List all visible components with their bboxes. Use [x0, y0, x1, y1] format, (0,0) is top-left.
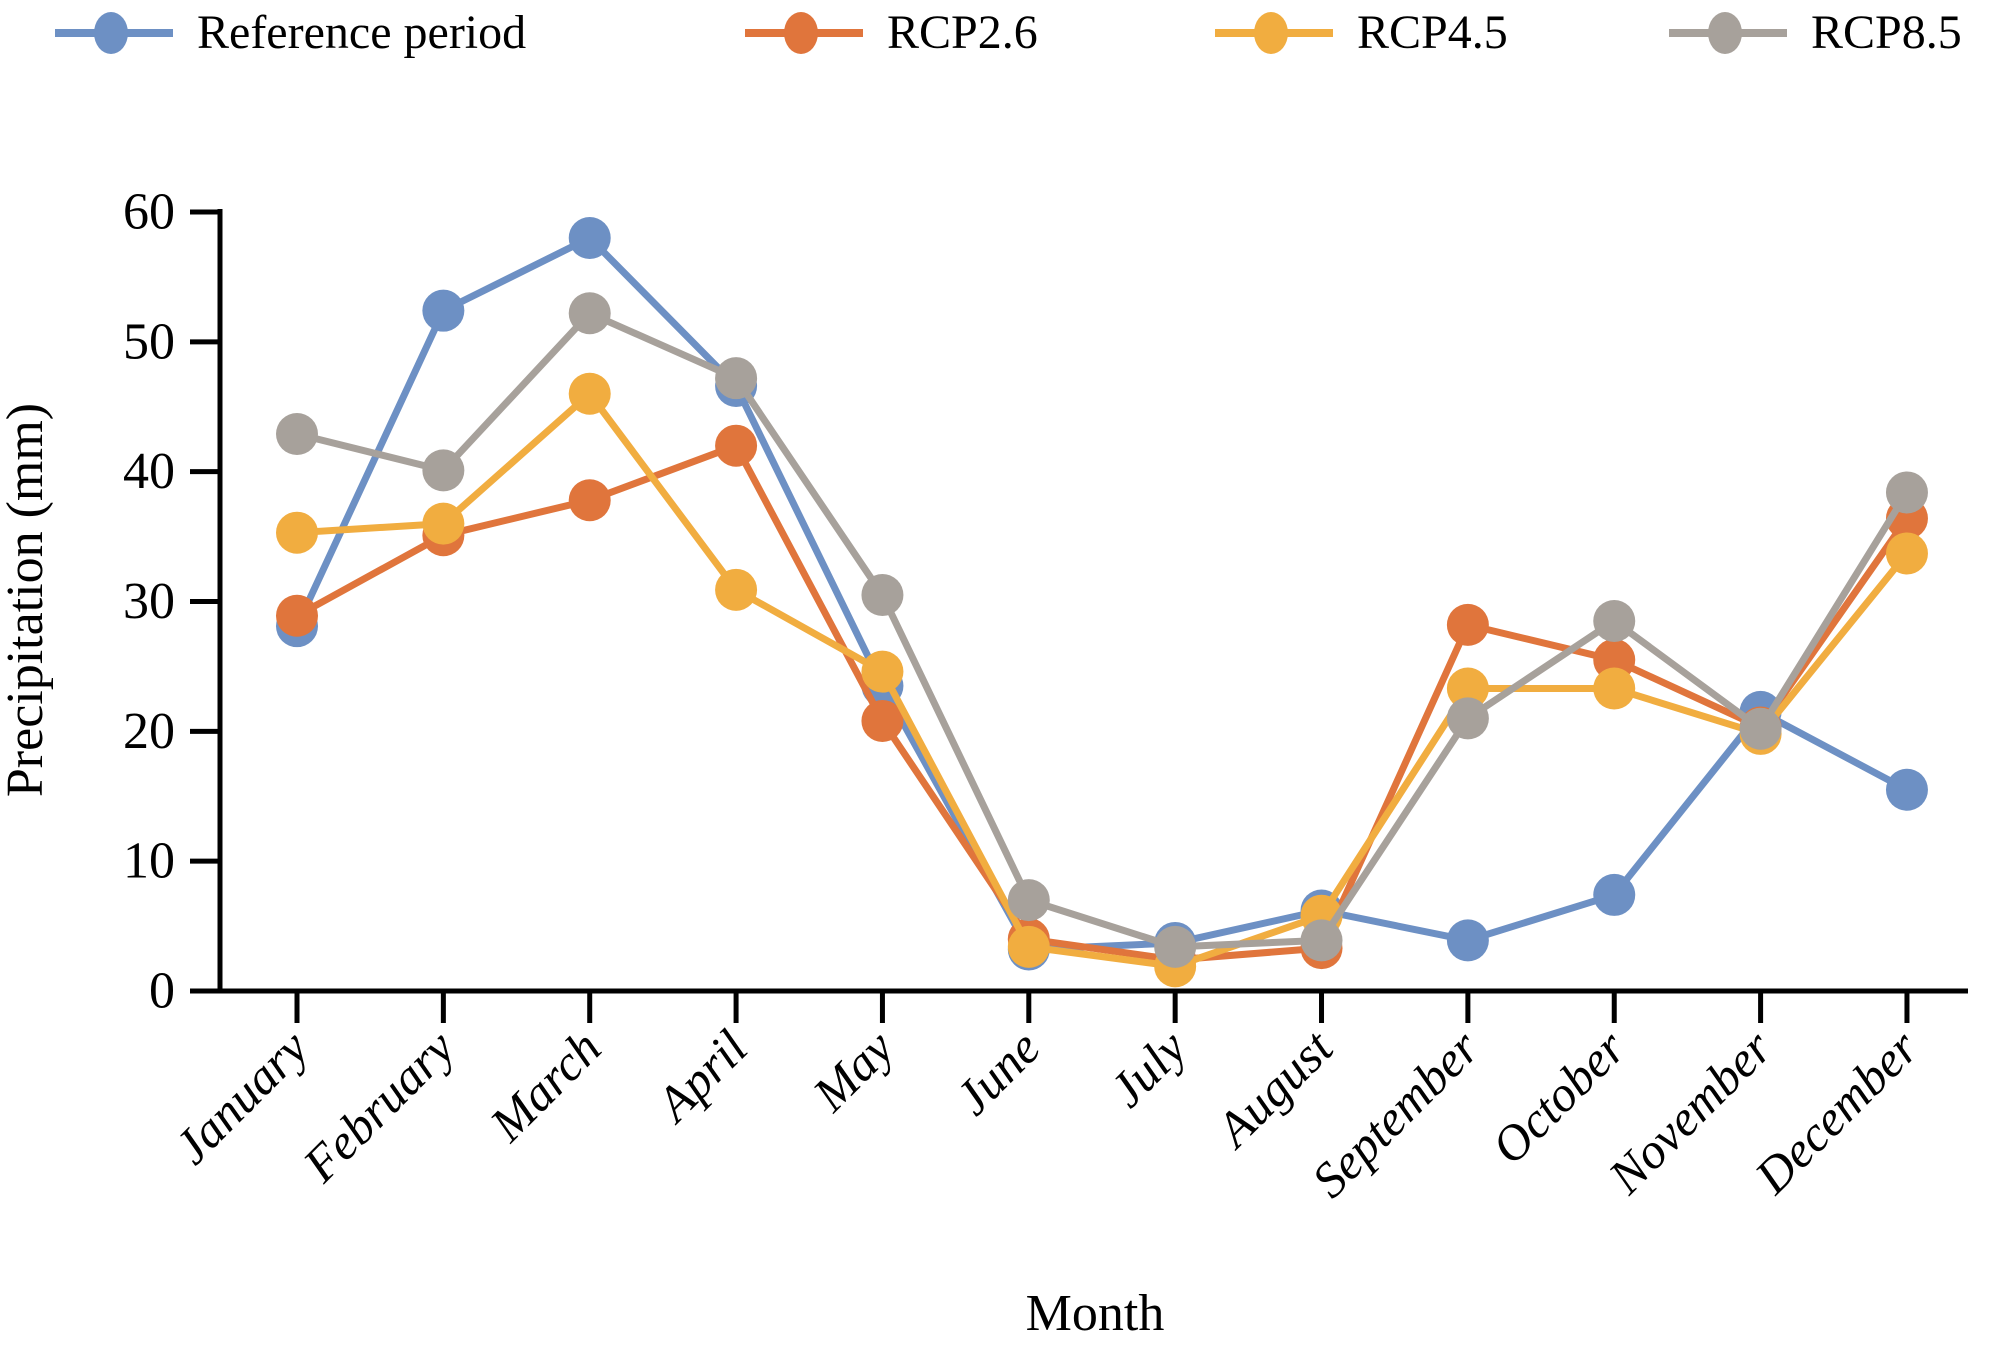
legend-item-reference-period: Reference period — [55, 4, 526, 60]
data-point-rcp4-5-october — [1593, 667, 1636, 710]
data-point-reference-period-october — [1593, 873, 1636, 916]
data-point-rcp2-6-may — [861, 699, 904, 742]
legend-item-rcp2-6: RCP2.6 — [745, 4, 1038, 60]
data-point-rcp2-6-march — [568, 479, 611, 522]
series-rcp2-6 — [276, 424, 1928, 981]
axes — [217, 209, 1968, 994]
data-point-rcp8-5-october — [1593, 599, 1636, 642]
data-point-rcp8-5-september — [1446, 697, 1489, 740]
legend-label: RCP2.6 — [887, 5, 1038, 59]
data-point-rcp4-5-march — [568, 372, 611, 415]
x-tick-label: April — [643, 1019, 757, 1133]
series-reference-period — [276, 216, 1928, 971]
y-tick-label: 60 — [123, 184, 175, 241]
data-point-rcp8-5-july — [1154, 925, 1197, 968]
data-point-rcp4-5-april — [715, 568, 758, 611]
data-point-rcp2-6-september — [1446, 603, 1489, 646]
x-tick-label: February — [291, 1019, 465, 1193]
data-point-rcp2-6-january — [276, 594, 318, 637]
series-group — [276, 216, 1928, 988]
data-point-rcp8-5-november — [1739, 707, 1782, 750]
y-axis-ticks: 0 10 20 30 40 50 60 — [123, 184, 220, 1020]
data-point-rcp8-5-february — [422, 449, 465, 492]
series-line-reference-period — [293, 234, 1911, 953]
y-tick-label: 40 — [123, 443, 175, 500]
x-tick-label: June — [944, 1019, 1050, 1125]
legend-marker-icon — [745, 12, 863, 54]
y-tick-label: 20 — [123, 703, 175, 760]
x-tick-label: May — [801, 1019, 905, 1123]
x-tick-label: August — [1203, 1018, 1344, 1159]
data-point-reference-period-december — [1885, 768, 1928, 811]
data-point-rcp8-5-december — [1885, 471, 1928, 514]
data-point-reference-period-february — [422, 289, 465, 332]
data-point-reference-period-september — [1446, 919, 1489, 962]
legend-item-rcp8-5: RCP8.5 — [1669, 4, 1962, 60]
data-point-rcp8-5-january — [276, 413, 318, 456]
legend-label: Reference period — [197, 5, 527, 59]
legend-label: RCP8.5 — [1811, 5, 1962, 59]
y-axis-title: Precipitation (mm) — [0, 403, 54, 797]
legend-marker-icon — [1669, 12, 1787, 54]
data-point-rcp8-5-august — [1300, 919, 1343, 962]
data-point-rcp4-5-february — [422, 502, 465, 545]
x-tick-label: July — [1098, 1019, 1197, 1118]
legend-item-rcp4-5: RCP4.5 — [1215, 4, 1508, 60]
data-point-rcp4-5-september — [1446, 667, 1489, 710]
y-tick-label: 10 — [123, 833, 175, 890]
x-axis-title: Month — [1026, 1285, 1165, 1342]
data-point-rcp8-5-april — [715, 357, 758, 400]
series-rcp8-5 — [276, 292, 1928, 968]
series-line-rcp2-6 — [293, 442, 1911, 964]
data-point-rcp4-5-january — [276, 511, 318, 554]
x-tick-label: March — [478, 1019, 611, 1152]
legend-marker-icon — [1215, 12, 1333, 54]
data-point-rcp8-5-march — [568, 292, 611, 335]
data-point-reference-period-march — [568, 216, 611, 259]
series-line-rcp4-5 — [293, 390, 1911, 970]
legend-label: RCP4.5 — [1357, 5, 1508, 59]
data-point-rcp4-5-december — [1885, 532, 1928, 575]
series-line-rcp8-5 — [293, 309, 1911, 951]
series-rcp4-5 — [276, 372, 1928, 988]
data-point-rcp8-5-may — [861, 574, 904, 617]
x-tick-label: November — [1597, 1019, 1783, 1205]
x-tick-label: December — [1743, 1019, 1929, 1205]
data-point-rcp8-5-june — [1007, 879, 1050, 922]
data-point-rcp4-5-may — [861, 650, 904, 693]
y-tick-label: 50 — [123, 313, 175, 370]
chart-legend: Reference period RCP2.6 RCP4.5 RCP8.5 — [0, 0, 2000, 70]
y-tick-label: 30 — [123, 573, 175, 630]
y-tick-label: 0 — [149, 963, 175, 1020]
legend-marker-icon — [55, 12, 173, 54]
data-point-rcp4-5-june — [1007, 925, 1050, 968]
data-point-rcp2-6-april — [715, 424, 758, 467]
